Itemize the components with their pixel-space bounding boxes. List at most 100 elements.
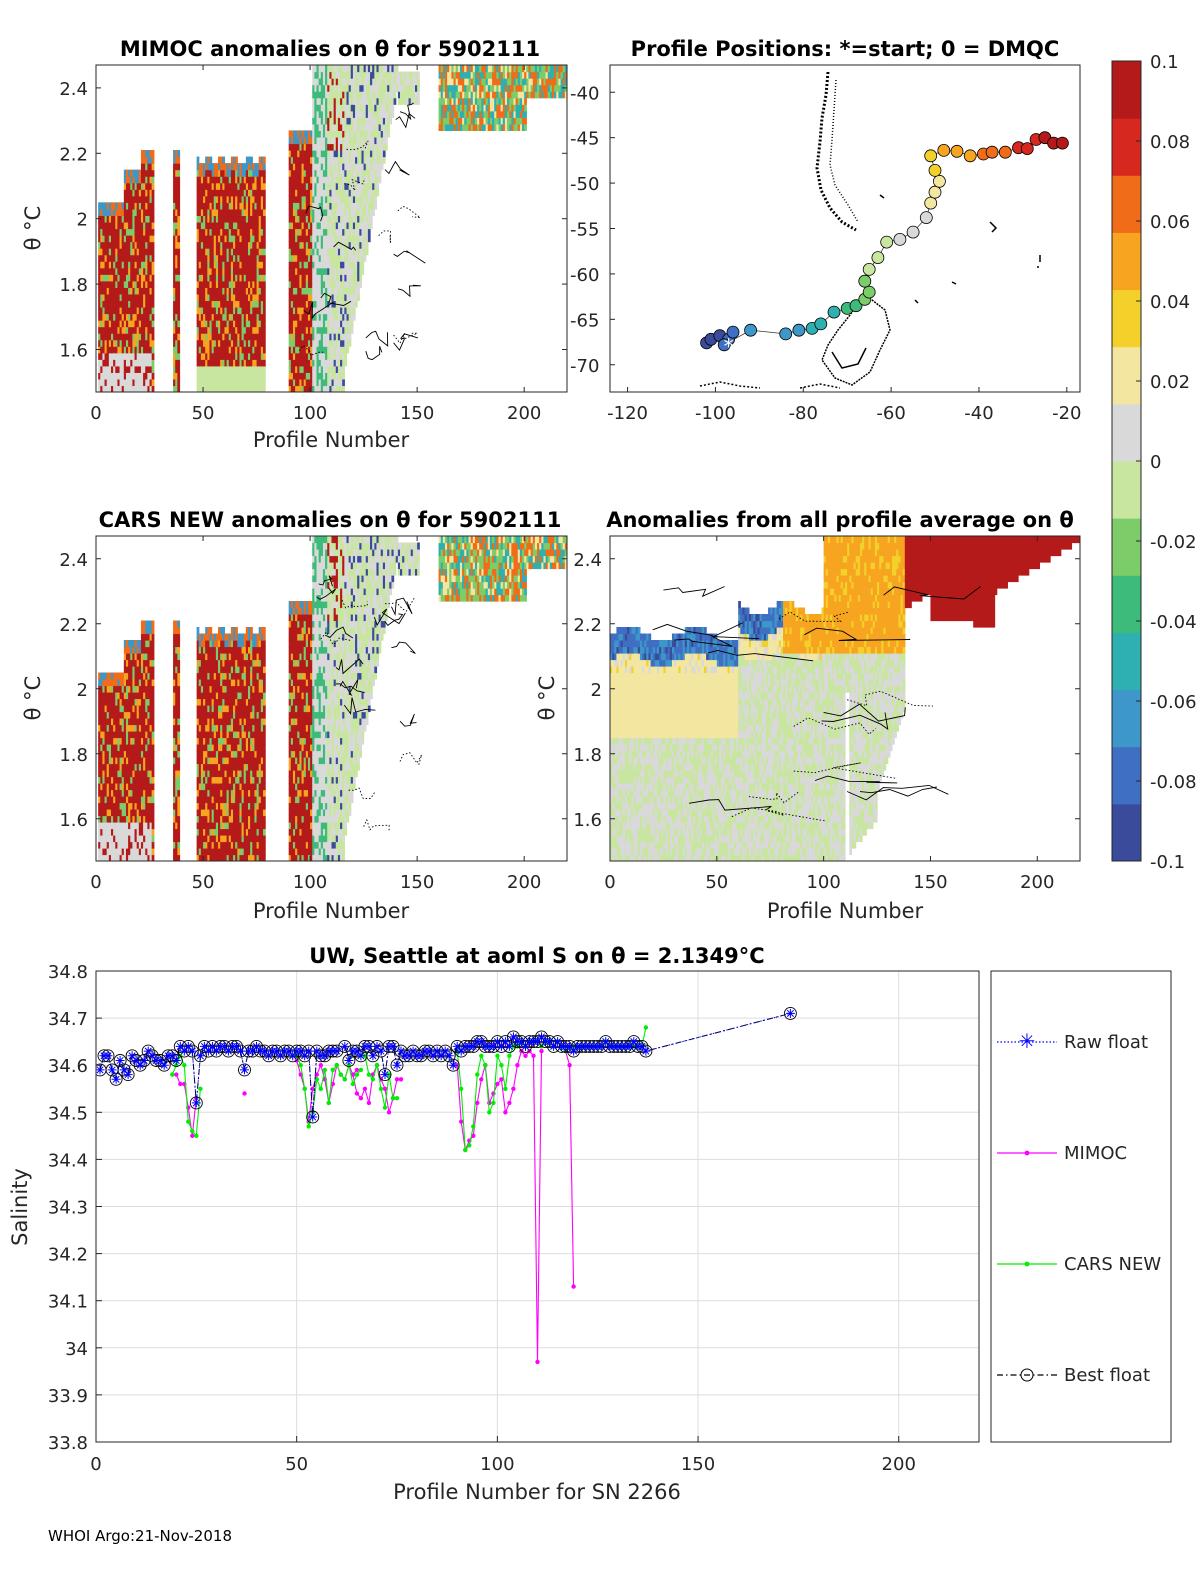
heatmap-cell	[288, 378, 292, 387]
heatmap-cell	[100, 783, 104, 791]
heatmap-cell	[117, 359, 121, 367]
heatmap-cell	[230, 202, 234, 210]
heatmap-cell	[100, 280, 104, 288]
heatmap-cell	[250, 248, 253, 256]
heatmap-cell	[378, 130, 382, 138]
heatmap-cell	[115, 692, 119, 700]
heatmap-cell	[474, 110, 478, 118]
heatmap-cell	[117, 711, 121, 719]
heatmap-cell	[254, 241, 258, 249]
heatmap-cell	[200, 176, 204, 184]
heatmap-cell	[211, 378, 215, 387]
heatmap-cell	[198, 326, 202, 334]
heatmap-cell	[357, 150, 360, 158]
heatmap-cell	[348, 176, 352, 184]
heatmap-cell	[295, 215, 298, 223]
heatmap-cell	[335, 91, 339, 99]
heatmap-cell	[136, 378, 140, 387]
heatmap-cell	[117, 815, 121, 823]
heatmap-cell	[346, 97, 350, 105]
heatmap-cell	[110, 261, 114, 269]
heatmap-cell	[175, 163, 178, 171]
heatmap-cell	[125, 776, 129, 784]
heatmap-cell	[355, 195, 358, 203]
heatmap-cell	[104, 783, 108, 791]
heatmap-cell	[312, 372, 315, 380]
heatmap-cell	[104, 750, 108, 758]
heatmap-cell	[447, 110, 450, 118]
heatmap-cell	[355, 287, 358, 295]
heatmap-cell	[447, 71, 450, 79]
heatmap-cell	[248, 235, 251, 243]
heatmap-cell	[318, 208, 322, 217]
heatmap-cell	[340, 195, 343, 203]
heatmap-cell	[123, 672, 127, 680]
heatmap-cell	[145, 169, 148, 177]
heatmap-cell	[498, 117, 502, 125]
heatmap-cell	[102, 320, 106, 328]
heatmap-cell	[325, 241, 328, 249]
heatmap-cell	[125, 241, 129, 249]
heatmap-cell	[113, 789, 116, 797]
heatmap-cell	[509, 104, 512, 112]
heatmap-cell	[115, 215, 119, 223]
heatmap-cell	[337, 274, 341, 282]
heatmap-cell	[307, 176, 311, 184]
heatmap-cell	[547, 91, 551, 99]
heatmap-cell	[342, 320, 345, 328]
heatmap-cell	[513, 117, 517, 125]
heatmap-cell	[333, 235, 337, 243]
heatmap-cell	[357, 176, 360, 184]
heatmap-cell	[256, 235, 260, 243]
heatmap-cell	[173, 267, 176, 275]
heatmap-cell	[248, 195, 251, 203]
heatmap-cell	[337, 117, 341, 125]
heatmap-cell	[487, 97, 491, 105]
heatmap-cell	[472, 117, 476, 125]
heatmap-cell	[449, 110, 452, 118]
heatmap-cell	[256, 182, 260, 190]
heatmap-cell	[108, 750, 112, 758]
heatmap-cell	[102, 202, 106, 210]
heatmap-cell	[337, 176, 341, 184]
heatmap-cell	[125, 254, 129, 262]
heatmap-cell	[325, 150, 328, 158]
heatmap-cell	[342, 300, 345, 308]
heatmap-cell	[252, 215, 256, 223]
heatmap-cell	[248, 189, 251, 197]
heatmap-cell	[209, 254, 213, 262]
heatmap-cell	[318, 163, 322, 171]
heatmap-cell	[115, 705, 119, 713]
heatmap-cell	[226, 365, 230, 373]
heatmap-cell	[342, 182, 345, 190]
heatmap-cell	[121, 215, 125, 223]
heatmap-cell	[241, 333, 245, 341]
heatmap-cell	[123, 267, 127, 275]
heatmap-cell	[262, 189, 266, 197]
heatmap-cell	[325, 208, 328, 217]
heatmap-cell	[207, 248, 211, 256]
heatmap-cell	[235, 156, 238, 164]
heatmap-cell	[215, 215, 219, 223]
heatmap-cell	[507, 71, 510, 79]
heatmap-cell	[361, 195, 365, 203]
heatmap-cell	[342, 274, 345, 282]
heatmap-cell	[504, 97, 508, 105]
heatmap-cell	[361, 163, 365, 171]
heatmap-cell	[121, 339, 125, 347]
heatmap-cell	[254, 261, 258, 269]
heatmap-cell	[515, 97, 519, 105]
heatmap-cell	[233, 326, 236, 334]
heatmap-cell	[342, 346, 345, 354]
heatmap-cell	[113, 854, 116, 861]
heatmap-cell	[138, 365, 142, 373]
heatmap-cell	[344, 306, 348, 315]
heatmap-cell	[327, 208, 330, 217]
heatmap-cell	[528, 71, 532, 79]
heatmap-cell	[113, 848, 116, 856]
heatmap-cell	[98, 352, 101, 360]
heatmap-cell	[496, 97, 500, 105]
heatmap-cell	[100, 313, 104, 321]
heatmap-cell	[502, 65, 506, 73]
heatmap-cell	[370, 71, 373, 79]
